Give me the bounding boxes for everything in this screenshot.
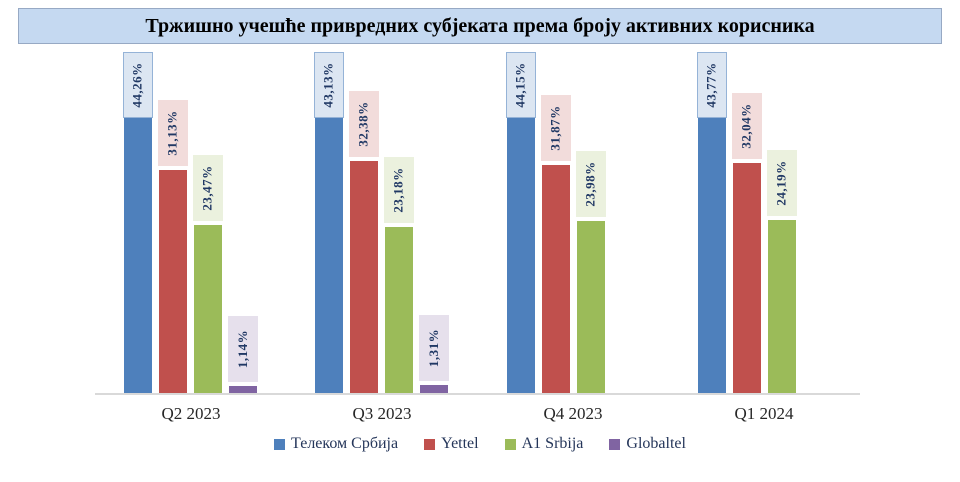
bar-value-text: 44,15%: [513, 62, 528, 108]
legend-item: Телеком Србија: [274, 435, 398, 453]
bar-value-label: 43,13%: [314, 52, 344, 118]
bar: [350, 161, 378, 394]
bar: [542, 165, 570, 394]
legend-swatch: [274, 438, 286, 450]
bar: [733, 163, 761, 394]
bar-value-text: 23,98%: [583, 161, 598, 207]
legend-label: Yettel: [441, 435, 479, 452]
x-axis-label: Q4 2023: [543, 404, 603, 423]
bar: [385, 227, 413, 394]
bar-value-text: 43,13%: [321, 62, 336, 108]
bar-value-text: 43,77%: [704, 62, 719, 108]
bar-value-label: 32,04%: [732, 93, 762, 159]
bar-value-label: 31,87%: [541, 95, 571, 161]
bar-value-text: 31,13%: [165, 110, 180, 156]
bar-value-text: 1,14%: [235, 329, 250, 369]
bar-value-label: 1,31%: [419, 315, 449, 381]
bar-value-label: 44,26%: [123, 52, 153, 118]
bar: [229, 386, 257, 394]
bar: [768, 220, 796, 394]
bar-value-label: 23,47%: [193, 155, 223, 221]
bar: [698, 79, 726, 394]
legend-label: Globaltel: [626, 435, 686, 452]
bar-value-label: 44,15%: [506, 52, 536, 118]
x-axis-label: Q3 2023: [352, 404, 412, 423]
legend-swatch: [424, 438, 436, 450]
bar-value-label: 32,38%: [349, 91, 379, 157]
x-axis-line: [95, 393, 860, 395]
bar-value-text: 24,19%: [774, 160, 789, 206]
bar: [194, 225, 222, 394]
bar: [315, 83, 343, 394]
bar: [420, 385, 448, 394]
legend-swatch: [609, 438, 621, 450]
legend-item: A1 Srbija: [504, 435, 584, 453]
bar-value-text: 1,31%: [426, 328, 441, 368]
legend-item: Yettel: [424, 435, 479, 453]
legend-label: Телеком Србија: [291, 435, 399, 452]
bar-value-label: 23,98%: [576, 151, 606, 217]
legend-item: Globaltel: [609, 435, 686, 453]
bar-value-text: 32,04%: [739, 103, 754, 149]
chart-title: Тржишно учешће привредних субјеката прем…: [18, 8, 942, 44]
bar: [124, 75, 152, 394]
legend-label: A1 Srbija: [521, 435, 584, 452]
x-axis-label: Q1 2024: [734, 404, 794, 423]
bar-value-label: 23,18%: [384, 157, 414, 223]
bar-value-text: 31,87%: [548, 105, 563, 151]
bar-value-text: 44,26%: [130, 62, 145, 108]
bar: [159, 170, 187, 394]
bar-value-label: 31,13%: [158, 100, 188, 166]
bar-value-text: 23,47%: [200, 165, 215, 211]
bar: [577, 221, 605, 394]
x-axis-label: Q2 2023: [161, 404, 221, 423]
chart-legend: Телеком Србија Yettel A1 Srbija Globaltel: [0, 435, 960, 453]
legend-swatch: [504, 438, 516, 450]
bar-value-label: 24,19%: [767, 150, 797, 216]
bar-value-label: 1,14%: [228, 316, 258, 382]
bar-value-label: 43,77%: [697, 52, 727, 118]
bar: [507, 76, 535, 394]
bar-value-text: 32,38%: [356, 101, 371, 147]
bar-value-text: 23,18%: [391, 167, 406, 213]
